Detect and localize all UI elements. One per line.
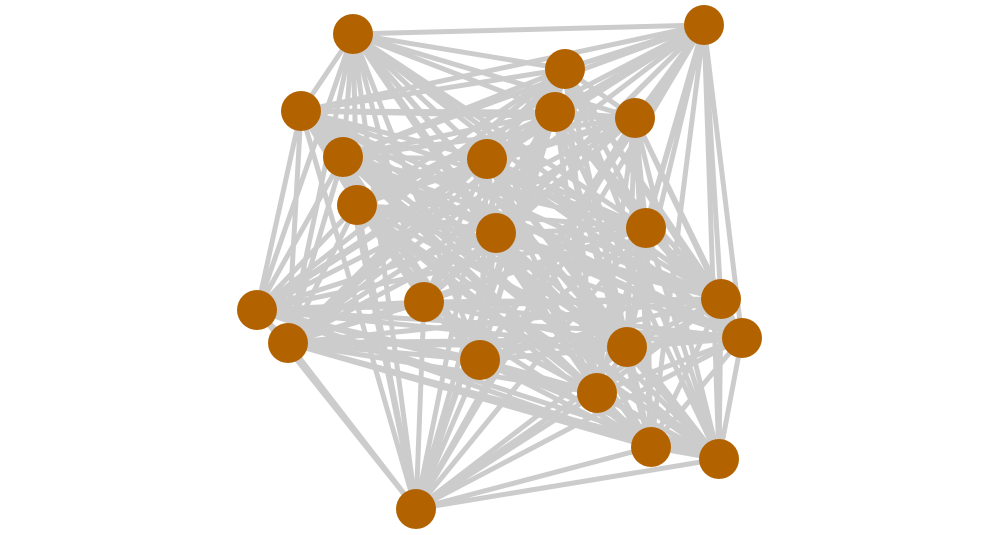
edge [287,340,628,350]
node [699,439,739,479]
edge [495,230,722,302]
edge [342,154,722,302]
edge [286,341,418,511]
edge [423,296,722,305]
edge [716,337,745,460]
edge [342,115,636,160]
node [577,373,617,413]
edge [414,390,599,512]
edge [287,296,722,346]
edge [254,33,356,311]
edge [300,108,636,121]
node [396,489,436,529]
edge [648,297,724,449]
edge [254,155,346,312]
node [404,282,444,322]
edge [486,156,647,231]
edge [256,225,647,313]
edge [342,154,647,231]
edges-layer [254,22,745,512]
node [333,14,373,54]
edge [355,202,721,462]
node [281,91,321,131]
node [467,139,507,179]
node [337,185,377,225]
edge [356,202,743,341]
edge [352,22,705,37]
edge [254,110,304,311]
edge [255,203,359,312]
edge [479,344,628,363]
edge [342,154,488,162]
edge [701,24,722,460]
edge [287,299,425,346]
edge [644,226,744,340]
edge [342,109,556,160]
edge [716,298,724,460]
edge [495,225,647,236]
edge [423,299,743,341]
node [237,290,277,330]
node [460,340,500,380]
nodes-layer [237,5,762,529]
node [615,98,655,138]
edge [479,296,722,363]
edge [415,456,720,512]
edge [256,230,497,313]
edge [625,345,721,461]
edge [300,66,566,114]
edge [415,444,652,512]
node [701,279,741,319]
node [268,323,308,363]
edge [300,22,705,114]
edge [255,156,489,313]
node [323,137,363,177]
node [722,318,762,358]
node [626,208,666,248]
node [607,327,647,367]
node [684,5,724,45]
edge [413,359,483,510]
edge [478,226,648,362]
edge [596,335,743,396]
edge [595,390,721,462]
edge [413,301,427,510]
node [535,92,575,132]
edge [414,335,744,512]
node [545,49,585,89]
node [631,427,671,467]
edge [356,156,488,208]
edge [355,203,482,362]
edge [477,158,490,361]
node [476,213,516,253]
edge [351,32,489,161]
